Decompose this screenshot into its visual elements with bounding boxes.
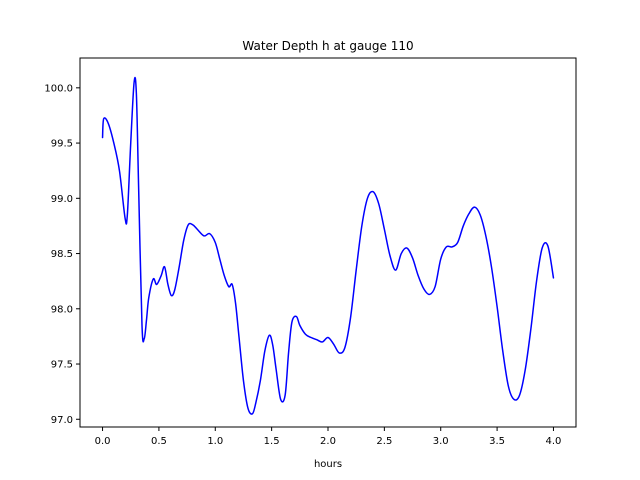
x-tick-label: 2.0	[320, 436, 336, 447]
y-tick-label: 100.0	[44, 83, 73, 94]
plot-area	[101, 76, 555, 415]
y-tick-label: 97.0	[51, 415, 73, 426]
x-tick-label: 2.5	[376, 436, 392, 447]
y-tick-label: 98.0	[51, 304, 73, 315]
series-line-water-depth	[101, 76, 555, 415]
y-tick-label: 97.5	[51, 360, 73, 371]
x-tick-label: 1.5	[264, 436, 280, 447]
x-tick-label: 3.0	[433, 436, 449, 447]
chart-title: Water Depth h at gauge 110	[242, 39, 413, 53]
y-axis-ticks: 97.0 97.5 98.0 98.5 99.0 99.5 100.0	[44, 83, 80, 426]
x-tick-label: 0.5	[151, 436, 167, 447]
x-tick-label: 3.5	[489, 436, 505, 447]
y-tick-label: 99.5	[51, 139, 73, 150]
x-tick-label: 1.0	[207, 436, 223, 447]
x-axis-ticks: 0.0 0.5 1.0 1.5 2.0 2.5 3.0 3.5 4.0	[95, 427, 562, 447]
x-tick-label: 0.0	[95, 436, 111, 447]
y-tick-label: 99.0	[51, 194, 73, 205]
y-tick-label: 98.5	[51, 249, 73, 260]
x-axis-label: hours	[314, 459, 342, 470]
x-tick-label: 4.0	[546, 436, 562, 447]
